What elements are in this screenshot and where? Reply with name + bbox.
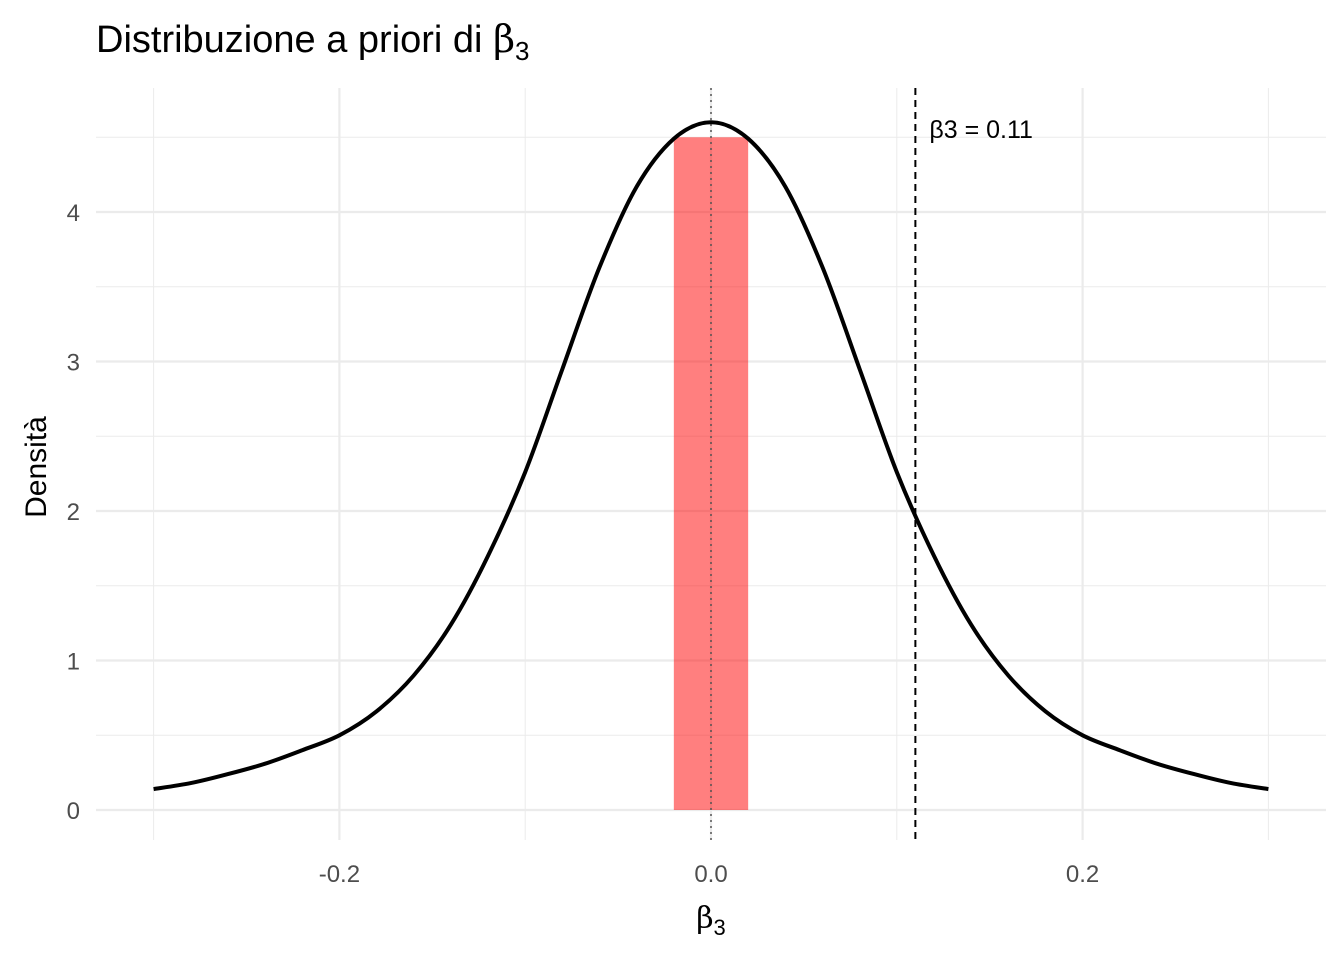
- y-tick-label: 2: [67, 499, 80, 526]
- y-tick-label: 3: [67, 350, 80, 377]
- density-curve-layer: [153, 120, 1269, 792]
- density-curve: [153, 120, 1269, 792]
- y-axis-ticks: 0 1 2 3 4: [67, 200, 80, 825]
- x-tick-label: 0.2: [1066, 861, 1099, 888]
- y-tick-label: 0: [67, 798, 80, 825]
- x-axis-title: β3: [696, 901, 726, 940]
- x-tick-label: -0.2: [319, 861, 360, 888]
- reference-lines: β3 = 0.11: [710, 88, 1033, 840]
- reference-line-label: β3 = 0.11: [929, 116, 1033, 144]
- x-tick-label: 0.0: [694, 861, 727, 888]
- y-axis-title: Densità: [20, 416, 53, 518]
- chart-title: Distribuzione a priori di β3: [96, 17, 530, 66]
- x-axis-ticks: -0.2 0.0 0.2: [319, 861, 1100, 888]
- y-tick-label: 4: [67, 200, 80, 227]
- y-tick-label: 1: [67, 649, 80, 676]
